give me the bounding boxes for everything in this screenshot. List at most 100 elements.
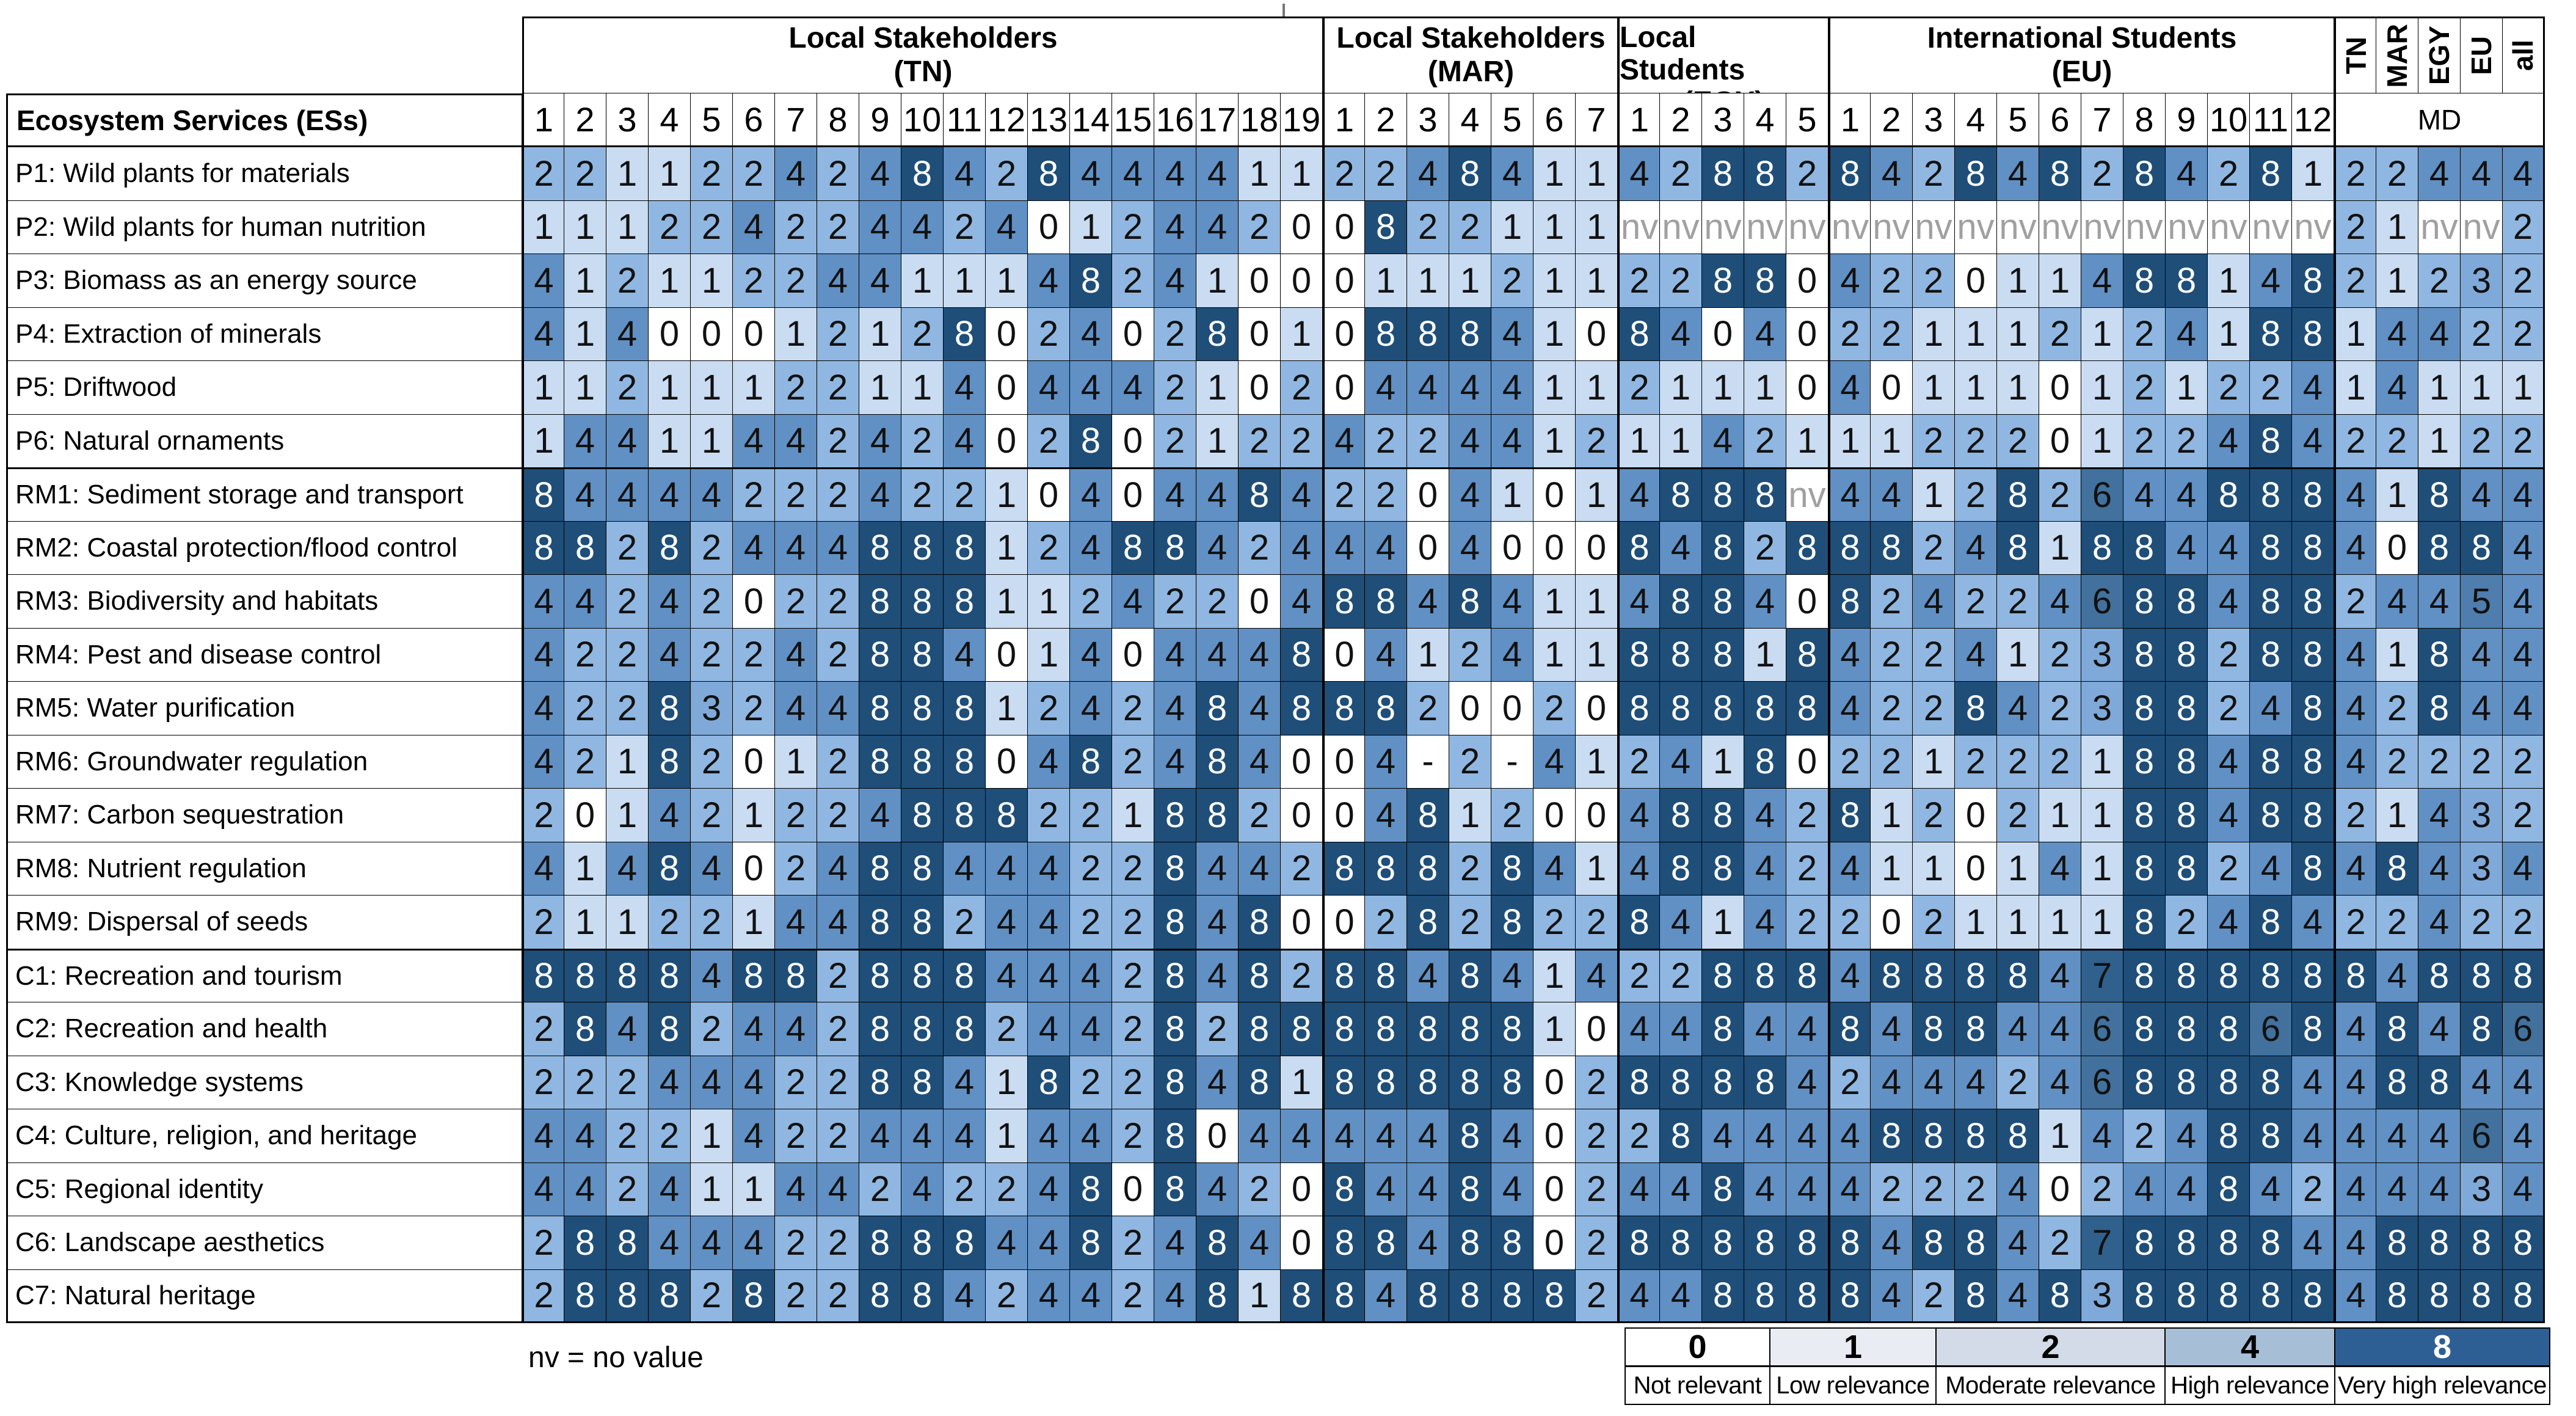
value-cell: 2 (1618, 361, 1660, 415)
value-cell: 4 (733, 1109, 775, 1163)
value-cell: 2 (1871, 254, 1913, 308)
value-cell: 4 (2503, 842, 2545, 896)
value-cell: 8 (2250, 1269, 2292, 1323)
value-cell: 4 (522, 254, 564, 308)
value-cell: 4 (1028, 1002, 1070, 1056)
value-cell: 1 (2039, 789, 2081, 842)
value-cell: 0 (1281, 1216, 1323, 1270)
value-cell: 8 (901, 1056, 944, 1109)
value-cell: 8 (1239, 949, 1281, 1002)
value-cell: 4 (1534, 735, 1576, 789)
value-cell: 4 (2418, 1002, 2461, 1056)
value-cell: 8 (901, 575, 944, 629)
value-cell: 8 (2166, 842, 2208, 896)
value-cell: 8 (944, 1002, 986, 1056)
value-cell: 4 (649, 575, 691, 629)
value-cell: 0 (1786, 307, 1828, 361)
value-cell: 4 (1955, 628, 1997, 682)
value-cell: 2 (901, 468, 944, 522)
value-cell: 2 (1576, 1056, 1618, 1109)
value-cell: 8 (1702, 789, 1744, 842)
column-number: 19 (1281, 93, 1323, 147)
value-cell: 4 (1871, 468, 1913, 522)
value-cell: 1 (986, 254, 1028, 308)
value-cell: 1 (1955, 896, 1997, 949)
value-cell: 0 (1112, 628, 1154, 682)
value-cell: 8 (1660, 682, 1702, 735)
value-cell: 2 (1660, 949, 1702, 1002)
value-cell: 8 (1660, 842, 1702, 896)
value-cell: 4 (944, 414, 986, 468)
value-cell: 8 (1997, 521, 2039, 575)
value-cell: 4 (1239, 735, 1281, 789)
value-cell: 2 (1913, 628, 1955, 682)
value-cell: 7 (2081, 949, 2123, 1002)
value-cell: 8 (2123, 575, 2166, 629)
value-cell: 1 (901, 361, 944, 415)
value-cell: 0 (986, 307, 1028, 361)
value-cell: 4 (1913, 575, 1955, 629)
value-cell: 4 (733, 521, 775, 575)
value-cell: 4 (564, 414, 606, 468)
value-cell: 2 (1913, 682, 1955, 735)
value-cell: 8 (2208, 468, 2250, 522)
value-cell: 1 (2376, 254, 2418, 308)
value-cell: 2 (1913, 789, 1955, 842)
value-cell: 4 (1997, 1162, 2039, 1216)
value-cell: nv (2292, 200, 2334, 254)
value-cell: 2 (2292, 1162, 2334, 1216)
value-cell: 2 (1618, 949, 1660, 1002)
value-cell: 4 (859, 200, 901, 254)
value-cell: 4 (1955, 521, 1997, 575)
value-cell: 2 (2123, 1109, 2166, 1163)
value-cell: 2 (606, 1109, 649, 1163)
value-cell: 1 (2081, 361, 2123, 415)
value-cell: 2 (2334, 147, 2376, 201)
value-cell: 8 (1786, 1216, 1828, 1270)
value-cell: 4 (2334, 842, 2376, 896)
value-cell: 0 (1786, 575, 1828, 629)
value-cell: 1 (522, 361, 564, 415)
value-cell: 1 (1491, 468, 1534, 522)
column-number: 9 (2166, 93, 2208, 147)
value-cell: 8 (1997, 468, 2039, 522)
value-cell: 8 (2250, 307, 2292, 361)
value-cell: 4 (1618, 575, 1660, 629)
value-cell: 2 (817, 468, 859, 522)
value-cell: 2 (2208, 628, 2250, 682)
value-cell: 0 (733, 842, 775, 896)
value-cell: 1 (1534, 361, 1576, 415)
value-cell: 2 (1828, 896, 1871, 949)
value-cell: 8 (2250, 1109, 2292, 1163)
value-cell: 2 (817, 414, 859, 468)
value-cell: 8 (775, 949, 817, 1002)
value-cell: nv (1913, 200, 1955, 254)
value-cell: nv (1997, 200, 2039, 254)
value-cell: 4 (606, 414, 649, 468)
value-cell: 8 (944, 682, 986, 735)
value-cell: 4 (944, 842, 986, 896)
value-cell: 4 (775, 414, 817, 468)
value-cell: 4 (1239, 1216, 1281, 1270)
value-cell: 4 (859, 468, 901, 522)
value-cell: 1 (1576, 575, 1618, 629)
row-label: C6: Landscape aesthetics (6, 1216, 522, 1270)
value-cell: 2 (1070, 896, 1112, 949)
value-cell: 8 (1491, 896, 1534, 949)
value-cell: 4 (1534, 842, 1576, 896)
value-cell: 8 (1660, 628, 1702, 682)
value-cell: 0 (986, 414, 1028, 468)
value-cell: 2 (775, 361, 817, 415)
value-cell: 8 (1913, 949, 1955, 1002)
value-cell: 2 (1955, 468, 1997, 522)
value-cell: 4 (1576, 949, 1618, 1002)
legend-swatch: 2 (1937, 1329, 2166, 1365)
value-cell: 2 (1491, 789, 1534, 842)
value-cell: 8 (2123, 254, 2166, 308)
value-cell: 8 (1449, 147, 1491, 201)
value-cell: 8 (1702, 521, 1744, 575)
value-cell: 8 (1744, 1269, 1786, 1323)
value-cell: 1 (1196, 254, 1239, 308)
value-cell: 1 (649, 361, 691, 415)
value-cell: 4 (1028, 1109, 1070, 1163)
